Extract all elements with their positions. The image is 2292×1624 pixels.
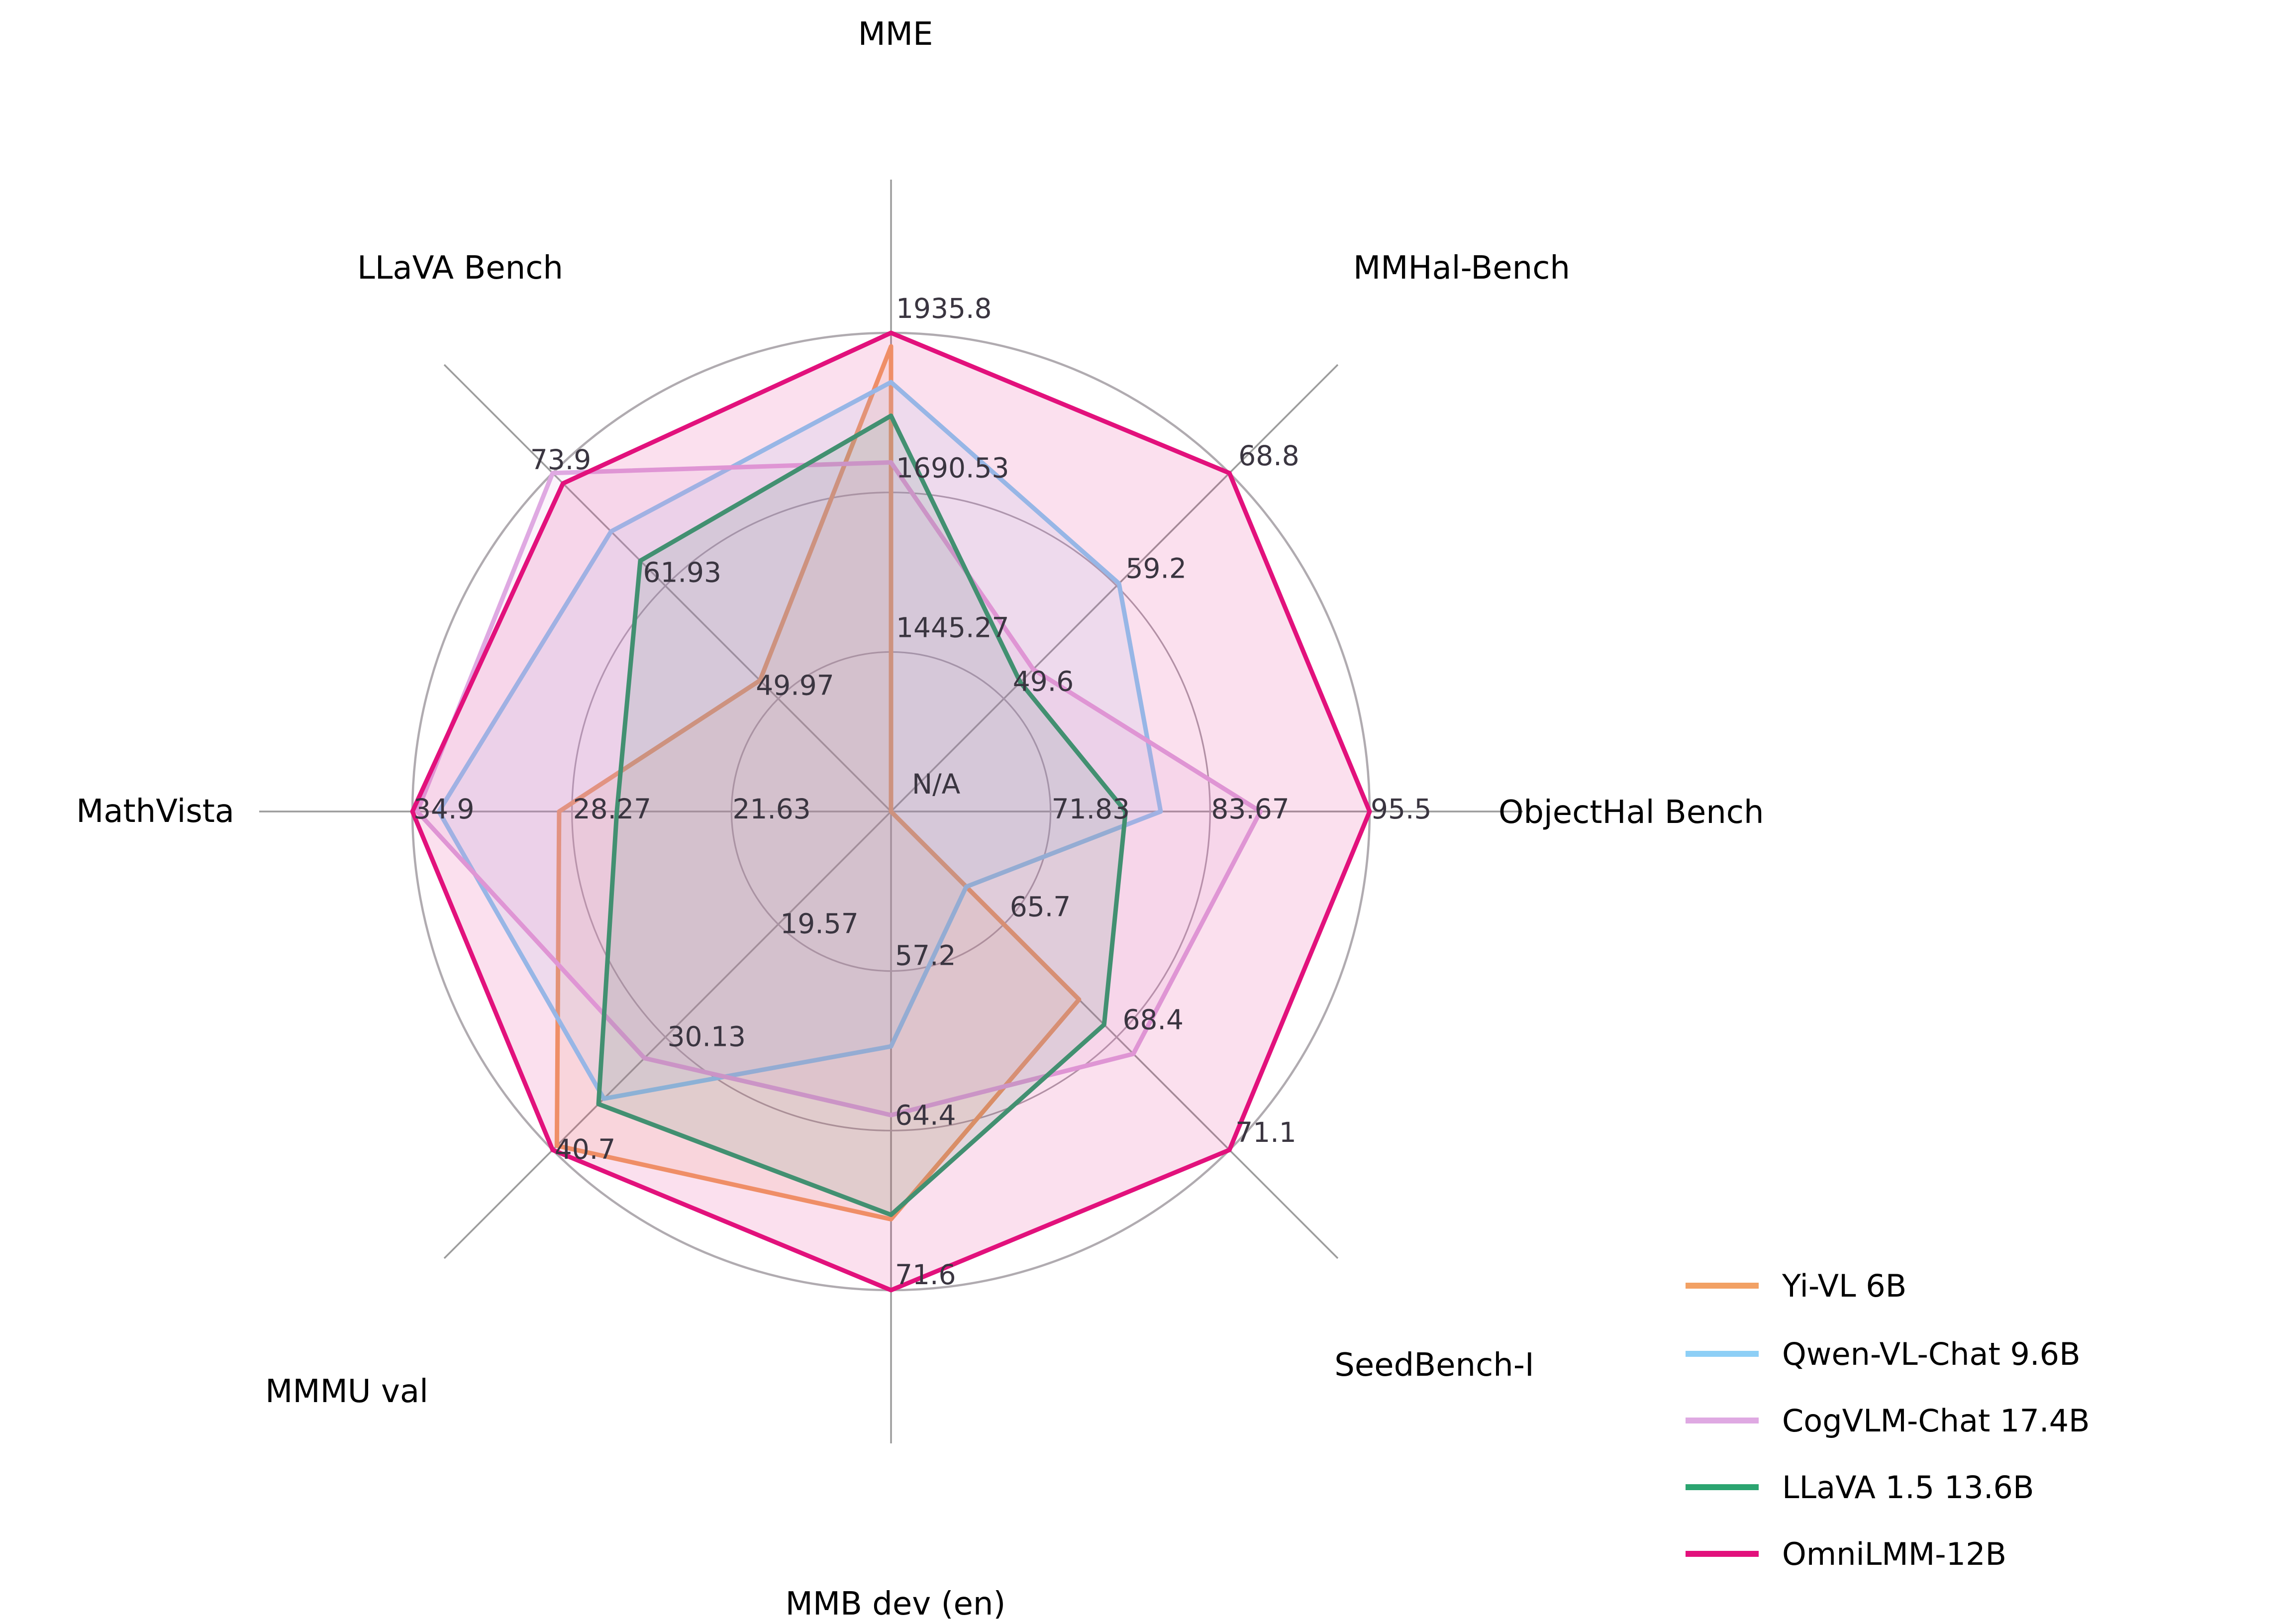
tick-label-MathVista-34.9: 34.9 [413, 793, 474, 825]
series-fill-OmniLMM-12B [412, 333, 1370, 1290]
series-line-Yi-VL 6B [554, 344, 1082, 1221]
tick-label-MMHal-Bench-59.2: 59.2 [1125, 553, 1186, 585]
series-fill-CogVLM-Chat 17.4B [417, 462, 1261, 1116]
center-na-label: N/A [912, 768, 961, 800]
series-line-OmniLMM-12B [410, 330, 1372, 1293]
axis-titles: MME MMHal-Bench ObjectHal Bench SeedBench-I… [76, 16, 1764, 1623]
tick-label-LLaVA Bench-49.97: 49.97 [756, 669, 834, 701]
series-fill-LLaVA 1.5 13.6B [598, 415, 1126, 1215]
tick-label-MMMU val-40.7: 40.7 [555, 1133, 615, 1165]
legend: Yi-VL 6B Qwen-VL-Chat 9.6B CogVLM-Chat 17.… [1686, 1268, 2090, 1572]
series-fill-Yi-VL 6B [557, 346, 1079, 1219]
tick-label-MMB dev (en)-57.2: 57.2 [895, 940, 956, 972]
tick-label-MME-1935.8: 1935.8 [896, 293, 992, 324]
tick-labels: 1445.27 1690.53 1935.8 49.6 59.2 68.8 71.83 83.… [413, 293, 1431, 1291]
legend-item-LLaVA 1.5 13.6B: LLaVA 1.5 13.6B [1686, 1469, 2034, 1506]
tick-label-MMHal-Bench-49.6: 49.6 [1013, 665, 1074, 697]
legend-label: Qwen-VL-Chat 9.6B [1782, 1336, 2081, 1372]
tick-label-MMB dev (en)-71.6: 71.6 [895, 1259, 956, 1291]
axis-title-MathVista: MathVista [76, 793, 234, 830]
axis-title-MMMU val: MMMU val [265, 1373, 428, 1410]
axis-title-MMB dev (en): MMB dev (en) [786, 1586, 1006, 1623]
tick-label-ObjectHal Bench-83.67: 83.67 [1211, 793, 1289, 825]
legend-label: CogVLM-Chat 17.4B [1782, 1403, 2090, 1439]
tick-label-ObjectHal Bench-95.5: 95.5 [1371, 793, 1431, 825]
tick-label-LLaVA Bench-73.9: 73.9 [530, 444, 591, 476]
legend-label: OmniLMM-12B [1782, 1536, 2006, 1572]
legend-label: Yi-VL 6B [1782, 1268, 1906, 1304]
tick-label-MME-1690.53: 1690.53 [896, 452, 1009, 484]
tick-label-MME-1445.27: 1445.27 [896, 611, 1009, 643]
tick-label-MathVista-21.63: 21.63 [732, 793, 810, 825]
series-line-LLaVA 1.5 13.6B [596, 413, 1128, 1218]
tick-label-SeedBench-I-68.4: 68.4 [1122, 1004, 1183, 1035]
legend-item-Qwen-VL-Chat 9.6B: Qwen-VL-Chat 9.6B [1686, 1336, 2081, 1372]
series-fill-Qwen-VL-Chat 9.6B [439, 382, 1161, 1099]
series-group [410, 330, 1372, 1293]
tick-label-MMMU val-19.57: 19.57 [780, 908, 858, 940]
legend-item-Yi-VL 6B: Yi-VL 6B [1686, 1268, 1906, 1304]
series-line-Qwen-VL-Chat 9.6B [436, 380, 1163, 1101]
tick-label-LLaVA Bench-61.93: 61.93 [643, 557, 721, 589]
axis-title-LLaVA Bench: LLaVA Bench [357, 250, 563, 287]
axis-title-SeedBench-I: SeedBench-I [1334, 1347, 1534, 1384]
legend-item-CogVLM-Chat 17.4B: CogVLM-Chat 17.4B [1686, 1403, 2090, 1439]
axis-title-ObjectHal Bench: ObjectHal Bench [1498, 794, 1764, 831]
tick-label-MMHal-Bench-68.8: 68.8 [1238, 440, 1299, 472]
tick-label-SeedBench-I-65.7: 65.7 [1010, 891, 1071, 923]
tick-label-MathVista-28.27: 28.27 [573, 793, 651, 825]
tick-label-SeedBench-I-71.1: 71.1 [1235, 1116, 1296, 1148]
tick-label-MMMU val-30.13: 30.13 [668, 1020, 746, 1052]
tick-label-MMB dev (en)-64.4: 64.4 [895, 1099, 956, 1131]
tick-label-ObjectHal Bench-71.83: 71.83 [1052, 793, 1130, 825]
axis-title-MMHal-Bench: MMHal-Bench [1353, 250, 1570, 287]
legend-label: LLaVA 1.5 13.6B [1782, 1469, 2034, 1506]
axis-title-MME: MME [858, 16, 933, 53]
series-line-CogVLM-Chat 17.4B [415, 460, 1263, 1117]
legend-item-OmniLMM-12B: OmniLMM-12B [1686, 1536, 2006, 1572]
